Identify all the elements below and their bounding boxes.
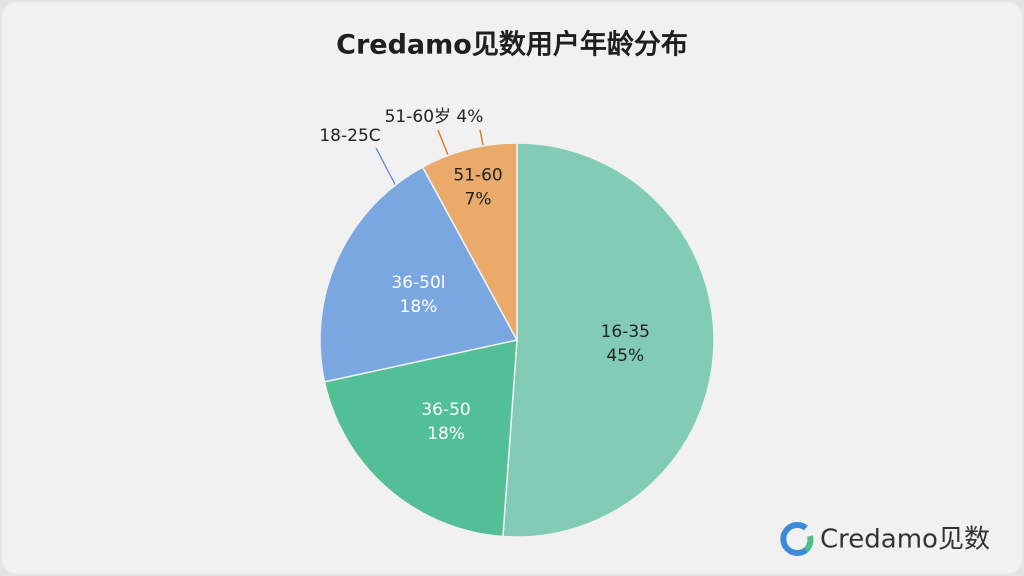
brand: Credamo见数 — [820, 525, 990, 555]
value-label: 45% — [606, 346, 644, 366]
pie-slice — [319, 166, 519, 383]
value-label: 18% — [427, 424, 465, 444]
value-label: 7% — [465, 189, 492, 209]
logo-icon — [780, 522, 808, 556]
annotation: 51-60岁 4% — [385, 107, 484, 127]
slice-label: 16-35 — [601, 322, 650, 342]
chart-title: Credamo见数用户年龄分布 — [336, 29, 688, 61]
slice-label: 36-50l — [391, 273, 445, 293]
slice-label: 51-60 — [453, 165, 502, 185]
leader-line — [375, 147, 399, 191]
slice-label: 36-50 — [421, 400, 470, 420]
logo: Credamo见数 — [780, 522, 990, 556]
value-label: 18% — [400, 297, 438, 317]
pie-slice — [421, 142, 518, 341]
annotation: 18-25C — [319, 126, 380, 146]
logo-icon — [803, 535, 814, 553]
pie-slice — [323, 339, 518, 538]
pie-slice — [502, 142, 715, 538]
